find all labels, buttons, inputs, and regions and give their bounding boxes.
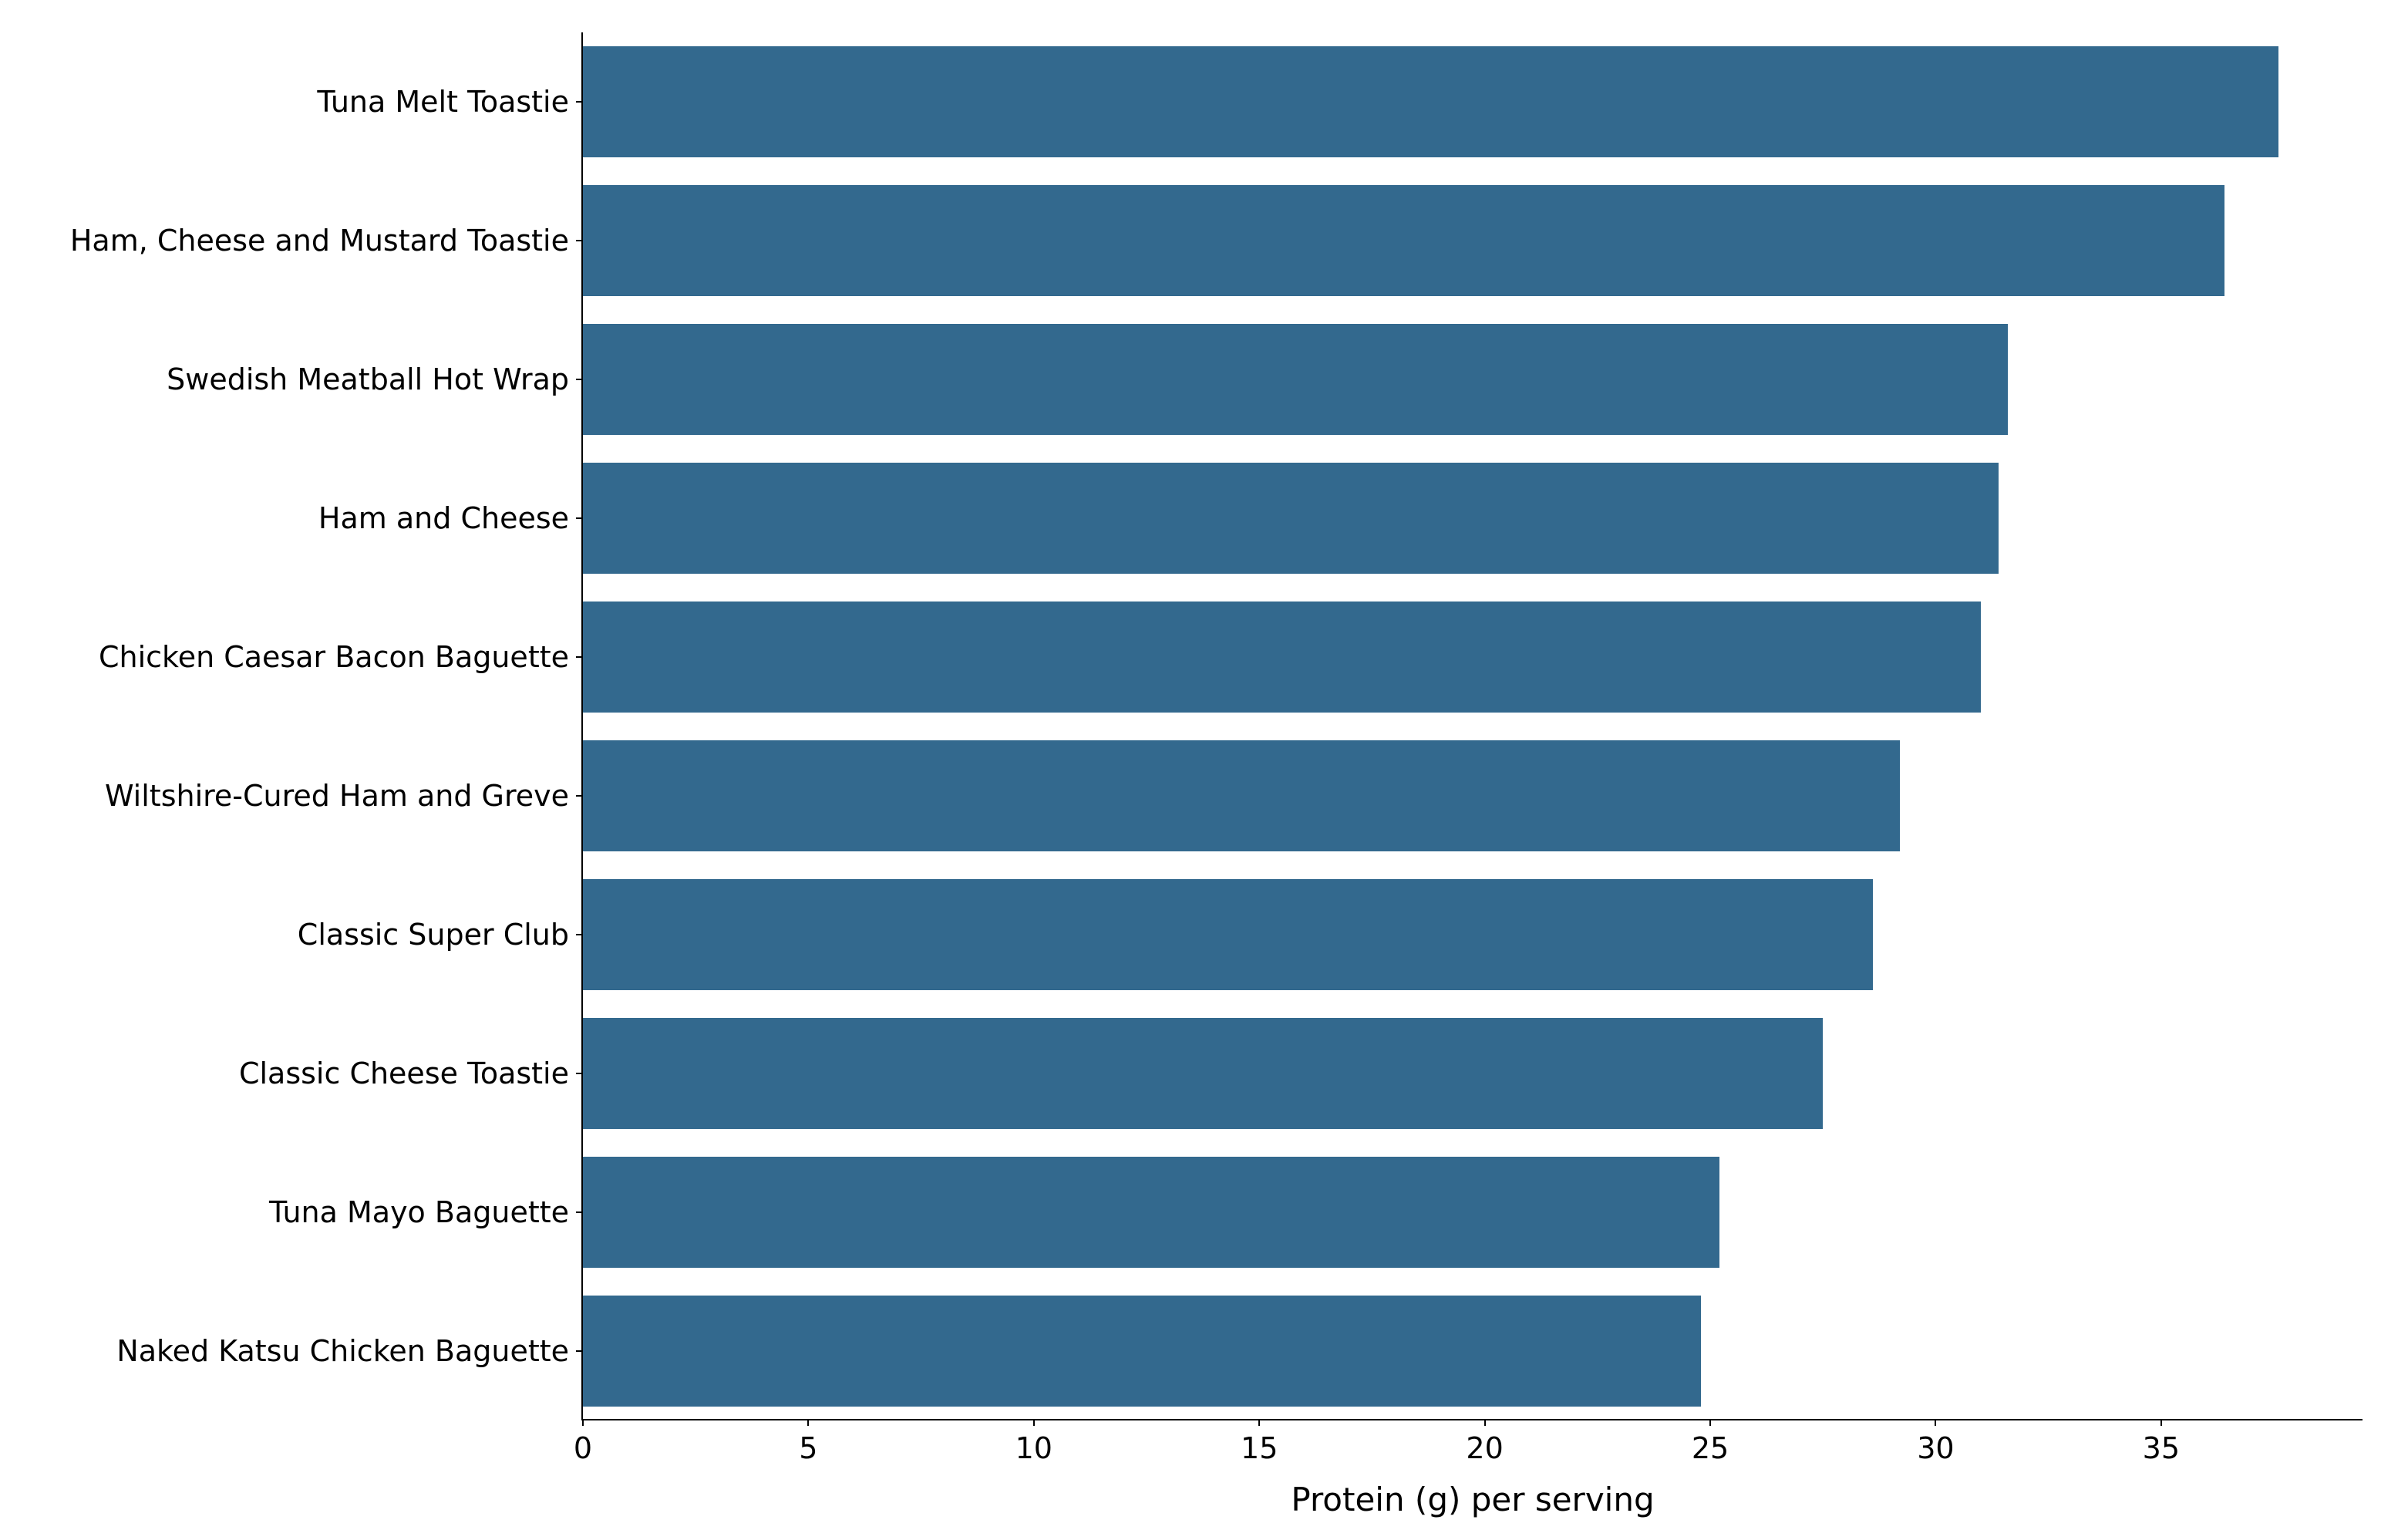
bar xyxy=(583,602,1981,713)
x-tick-label: 15 xyxy=(1241,1419,1278,1465)
x-tick-label: 10 xyxy=(1015,1419,1052,1465)
y-tick-label: Tuna Melt Toastie xyxy=(317,85,583,119)
bar xyxy=(583,740,1900,851)
y-tick-label: Naked Katsu Chicken Baguette xyxy=(116,1334,583,1368)
x-tick-label: 0 xyxy=(574,1419,592,1465)
bar xyxy=(583,46,2278,157)
bar xyxy=(583,1296,1701,1407)
bar xyxy=(583,324,2008,435)
y-tick-label: Tuna Mayo Baguette xyxy=(269,1195,583,1229)
bar xyxy=(583,185,2224,296)
y-tick-label: Chicken Caesar Bacon Baguette xyxy=(99,640,583,674)
y-tick-label: Swedish Meatball Hot Wrap xyxy=(167,362,583,396)
y-tick-label: Classic Super Club xyxy=(298,918,583,952)
x-tick-label: 5 xyxy=(799,1419,817,1465)
bar xyxy=(583,879,1873,990)
y-tick-label: Wiltshire-Cured Ham and Greve xyxy=(105,779,583,813)
y-tick-label: Ham, Cheese and Mustard Toastie xyxy=(70,224,583,258)
y-tick-label: Ham and Cheese xyxy=(318,501,583,535)
bar xyxy=(583,1157,1719,1268)
plot-area: Tuna Melt ToastieHam, Cheese and Mustard… xyxy=(581,32,2363,1420)
x-axis-title: Protein (g) per serving xyxy=(1291,1419,1654,1518)
x-tick-label: 35 xyxy=(2143,1419,2180,1465)
bar xyxy=(583,1018,1823,1129)
x-tick-label: 30 xyxy=(1917,1419,1954,1465)
y-tick-label: Classic Cheese Toastie xyxy=(239,1056,583,1090)
bar xyxy=(583,463,1999,574)
x-tick-label: 25 xyxy=(1692,1419,1729,1465)
chart-figure: Tuna Melt Toastie Ham, Cheese and Mustard… xyxy=(0,0,2408,1540)
